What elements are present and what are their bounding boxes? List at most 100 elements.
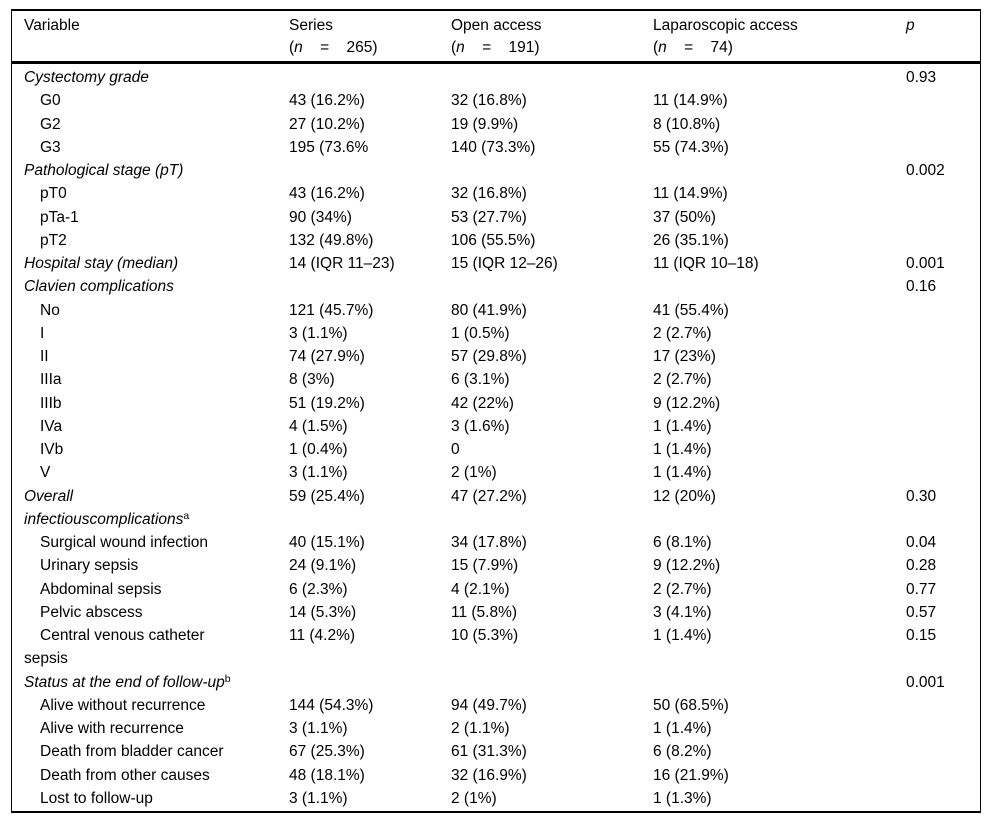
value-cell: 1 (1.4%) [653,417,712,435]
column-n-count: (n = 74) [653,37,906,59]
row-label: IIIb [40,394,62,412]
value-cell: 51 (19.2%) [289,394,365,412]
value-cell: 1 (1.4%) [653,464,712,482]
table-row: IIIa 8 (3%) 6 (3.1%) 2 (2.7%) [12,368,980,391]
column-header-label: Laparoscopic access [653,17,798,34]
value-cell: 11 (14.9%) [653,185,728,203]
p-value-cell: 0.001 [906,673,945,691]
value-cell: 9 (12.2%) [653,557,721,575]
value-cell: 8 (10.8%) [653,115,721,133]
value-cell: 2 (2.7%) [653,580,712,598]
p-value-cell: 0.16 [906,278,937,296]
value-cell: 15 (7.9%) [451,557,519,575]
column-header-p: p [906,15,980,59]
p-value-cell: 0.15 [906,627,937,644]
value-cell: 2 (2.7%) [653,371,712,389]
value-cell: 144 (54.3%) [289,696,374,714]
n-value: 74) [710,39,733,56]
column-n-count: (n = 265) [289,37,451,59]
value-cell: 14 (5.3%) [289,603,357,621]
p-value-cell: 0.57 [906,603,937,621]
table-row: Surgical wound infection 40 (15.1%) 34 (17… [12,531,980,554]
value-cell: 50 (68.5%) [653,696,729,714]
p-value-cell: 0.30 [906,487,937,505]
table-row: G3 195 (73.6% 140 (73.3%) 55 (74.3%) [12,136,980,159]
row-label: Hospital stay (median) [24,255,179,272]
table-row: Death from bladder cancer 67 (25.3%) 61 (3… [12,740,980,763]
n-symbol: n [456,39,465,56]
value-cell: 2 (1%) [451,789,497,807]
table-row: I 3 (1.1%) 1 (0.5%) 2 (2.7%) [12,322,980,345]
value-cell: 57 (29.8%) [451,348,527,365]
value-cell: 11 (5.8%) [451,603,518,621]
equals-sign: = [482,39,492,56]
value-cell: 11 (4.2%) [289,627,356,644]
row-label: Central venous catheter [40,627,205,644]
row-label: Alive without recurrence [40,696,206,714]
value-cell: 6 (8.2%) [653,743,712,761]
equals-sign: = [320,39,330,56]
value-cell: 1 (1.4%) [653,720,712,737]
p-value-cell: 0.002 [906,162,945,179]
variable-cell: Overall infectiouscomplicationsa [12,485,289,532]
value-cell: 43 (16.2%) [289,92,365,110]
p-value-cell: 0.04 [906,534,937,551]
value-cell: 1 (0.5%) [451,324,510,342]
row-label: pT0 [40,185,67,203]
value-cell: 10 (5.3%) [451,627,519,644]
p-value-cell: 0.93 [906,69,937,86]
value-cell: 67 (25.3%) [289,743,365,761]
table-row: IVa 4 (1.5%) 3 (1.6%) 1 (1.4%) [12,415,980,438]
value-cell: 4 (1.5%) [289,417,348,435]
value-cell: 3 (1.6%) [451,417,510,435]
variable-cell: Cystectomy grade [12,66,289,89]
value-cell: 32 (16.8%) [451,92,527,110]
variable-cell: II [12,345,289,368]
value-cell: 132 (49.8%) [289,231,374,249]
value-cell: 19 (9.9%) [451,115,519,133]
table-row: Clavien complications 0.16 [12,275,980,298]
table-row: Lost to follow-up 3 (1.1%) 2 (1%) 1 (1.3%) [12,787,980,810]
row-label: II [40,348,49,365]
value-cell: 1 (1.3%) [653,789,712,807]
table-row: IVb 1 (0.4%) 0 1 (1.4%) [12,438,980,461]
row-label: Clavien complications [24,278,174,296]
column-header-label: Variable [24,17,80,34]
equals-sign: = [684,39,694,56]
table-row: Pathological stage (pT) 0.002 [12,159,980,182]
variable-cell: Alive without recurrence [12,694,289,717]
column-header-open-access: Open access (n = 191) [451,15,653,59]
variable-cell: I [12,322,289,345]
row-label-wrap: infectiouscomplicationsa [24,509,190,528]
value-cell: 37 (50%) [653,208,716,226]
variable-cell: Pathological stage (pT) [12,159,289,182]
variable-cell: G2 [12,113,289,136]
value-cell: 12 (20%) [653,487,716,505]
value-cell: 16 (21.9%) [653,766,729,784]
row-label: Status at the end of follow-upb [24,672,231,691]
statistics-table: Variable Series (n = 265) Open access (n = 1… [11,9,981,813]
value-cell: 2 (1%) [451,464,497,482]
row-label: G3 [40,138,61,156]
variable-cell: Central venous catheter sepsis [12,624,289,671]
variable-cell: pT0 [12,182,289,205]
value-cell: 90 (34%) [289,208,352,226]
value-cell: 42 (22%) [451,394,514,412]
variable-cell: G3 [12,136,289,159]
row-label: IVa [40,417,63,435]
variable-cell: Death from other causes [12,764,289,787]
paren-open: ( [653,39,659,56]
value-cell: 6 (2.3%) [289,580,348,598]
variable-cell: Hospital stay (median) [12,252,289,275]
p-value-cell: 0.77 [906,580,937,598]
table-row: G0 43 (16.2%) 32 (16.8%) 11 (14.9%) [12,89,980,112]
value-cell: 0 [451,441,460,458]
variable-cell: G0 [12,89,289,112]
value-cell: 80 (41.9%) [451,301,527,319]
value-cell: 94 (49.7%) [451,696,527,714]
value-cell: 32 (16.9%) [451,766,527,784]
table-row: No 121 (45.7%) 80 (41.9%) 41 (55.4%) [12,299,980,322]
value-cell: 61 (31.3%) [451,743,527,761]
table-row: V 3 (1.1%) 2 (1%) 1 (1.4%) [12,461,980,484]
n-value: 265) [346,39,378,56]
